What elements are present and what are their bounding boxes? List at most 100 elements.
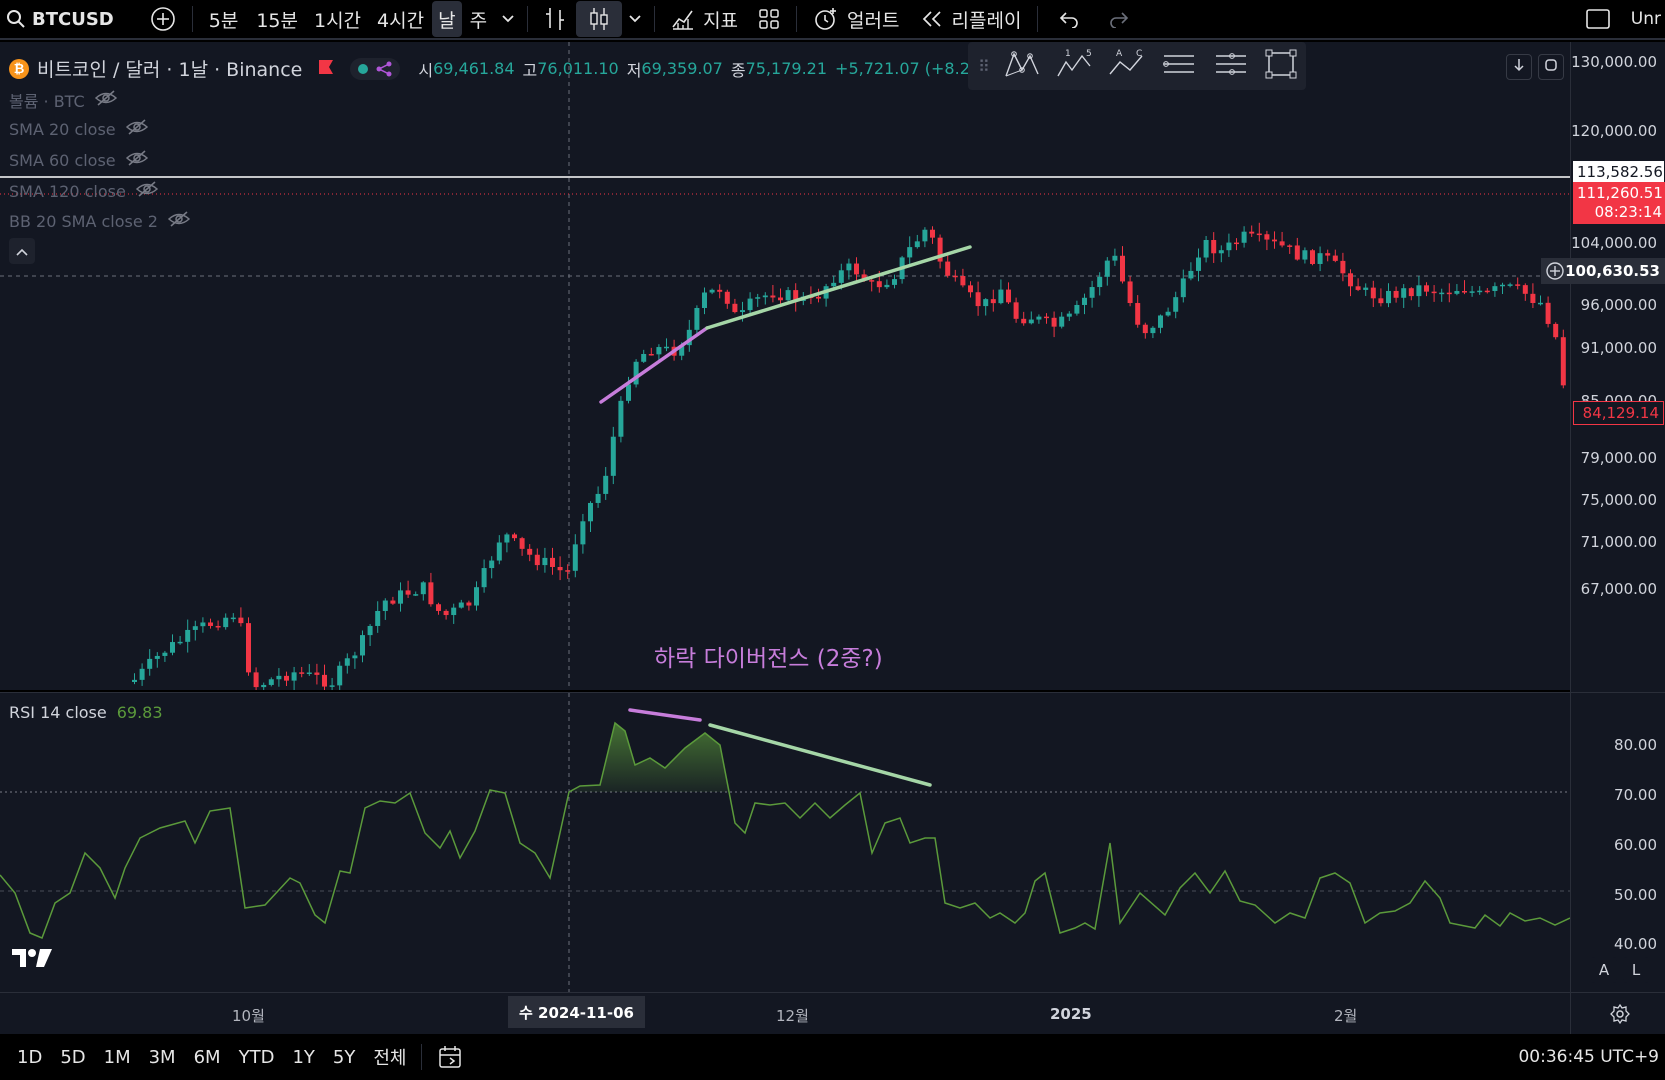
indicator-legend-volume[interactable]: 볼륨 · BTC xyxy=(9,88,117,112)
bar-chart-icon xyxy=(544,6,566,32)
replay-button[interactable]: 리플레이 xyxy=(910,0,1032,39)
bottom-toolbar: 1D 5D 1M 3M 6M YTD 1Y 5Y 전체 00:36:45 UTC… xyxy=(0,1034,1665,1080)
indicator-name: SMA 60 close xyxy=(9,150,116,170)
range-button[interactable]: 3M xyxy=(148,1046,176,1068)
interval-1w[interactable]: 주 xyxy=(462,0,495,39)
settings-gear-icon[interactable] xyxy=(1609,1003,1631,1029)
unnamed-layout-button[interactable]: Unr xyxy=(1621,0,1665,39)
indicator-legend-bb[interactable]: BB 20 SMA close 2 xyxy=(9,210,191,232)
eye-hidden-icon[interactable] xyxy=(94,89,117,111)
indicator-legend-sma20[interactable]: SMA 20 close xyxy=(9,118,148,140)
redo-button[interactable] xyxy=(1094,0,1144,39)
range-button[interactable]: 전체 xyxy=(373,1048,407,1069)
indicators-button[interactable]: 지표 xyxy=(661,0,748,39)
interval-5m[interactable]: 5분 xyxy=(199,0,249,39)
price-range-icon[interactable] xyxy=(1212,48,1250,84)
rectangle-select-icon[interactable] xyxy=(1264,48,1298,84)
close-value: 75,179.21 xyxy=(745,59,828,78)
rsi-axis-label: 80.00 xyxy=(1614,736,1657,754)
range-button[interactable]: 5D xyxy=(60,1046,86,1068)
go-to-date-button[interactable] xyxy=(428,1037,474,1077)
candle-body xyxy=(443,610,449,616)
data-status-pill[interactable] xyxy=(350,57,401,80)
eye-hidden-icon[interactable] xyxy=(125,118,148,140)
toolbar-divider xyxy=(796,6,798,32)
rsi-auto-scale-button[interactable]: A xyxy=(1591,957,1617,983)
indicator-legend-sma120[interactable]: SMA 120 close xyxy=(9,180,158,202)
close-label: 종 xyxy=(730,60,746,80)
range-button[interactable]: 5Y xyxy=(332,1046,356,1068)
range-button[interactable]: 6M xyxy=(193,1046,221,1068)
drag-handle-icon[interactable]: ⠿ xyxy=(978,56,990,76)
candle-body xyxy=(542,557,548,566)
candle-body xyxy=(1028,319,1034,324)
price-axis-label: 130,000.00 xyxy=(1571,53,1657,71)
range-button[interactable]: YTD xyxy=(238,1046,275,1068)
chart-type-dropdown[interactable] xyxy=(622,0,648,39)
chevron-up-icon xyxy=(16,242,28,260)
candle-body xyxy=(990,299,996,304)
candle-style-button[interactable] xyxy=(576,1,623,37)
candle-body xyxy=(284,675,289,681)
candle-body xyxy=(1348,273,1353,287)
time-axis[interactable]: 10월 수 2024-11-06 12월 2025 2월 xyxy=(0,992,1570,1034)
scroll-to-latest-button[interactable] xyxy=(1506,54,1532,80)
bar-style-button[interactable] xyxy=(534,0,576,39)
candle-body xyxy=(709,289,715,293)
indicator-name: 볼륨 · BTC xyxy=(9,92,85,111)
candle-body xyxy=(299,672,305,674)
symbol-search[interactable]: BTCUSD xyxy=(0,0,124,39)
alert-button[interactable]: 얼러트 xyxy=(803,0,909,39)
rsi-chart-canvas[interactable] xyxy=(0,693,1570,992)
indicator-name: SMA 120 close xyxy=(9,181,126,201)
candle-body xyxy=(816,296,821,299)
candle-body xyxy=(1416,285,1422,297)
price-axis-label: 91,000.00 xyxy=(1580,339,1657,357)
fullscreen-button[interactable] xyxy=(1575,0,1621,39)
undo-button[interactable] xyxy=(1044,0,1094,39)
eye-hidden-icon[interactable] xyxy=(167,210,191,232)
candle-body xyxy=(717,289,723,292)
rsi-indicator-pane[interactable]: RSI 14 close 69.83 xyxy=(0,692,1570,992)
price-axis[interactable]: 130,000.00 120,000.00 113,582.56 111,260… xyxy=(1541,42,1665,692)
collapse-legend-button[interactable] xyxy=(9,238,35,264)
indicator-chart-icon xyxy=(671,7,695,31)
candle-body xyxy=(1560,337,1566,386)
add-alert-icon[interactable] xyxy=(1545,261,1565,281)
price-chart-canvas[interactable] xyxy=(0,42,1570,690)
date-range-icon[interactable] xyxy=(1160,48,1198,84)
reset-chart-button[interactable] xyxy=(1538,54,1564,80)
candle-body xyxy=(1051,317,1057,327)
range-button[interactable]: 1Y xyxy=(292,1046,315,1068)
divergence-annotation[interactable]: 하락 다이버전스 (2중?) xyxy=(654,646,883,672)
open-label: 시 xyxy=(418,60,434,80)
range-button[interactable]: 1D xyxy=(17,1046,43,1068)
rsi-log-scale-button[interactable]: L xyxy=(1623,957,1649,983)
price-axis-label: 96,000.00 xyxy=(1580,296,1657,314)
interval-1d[interactable]: 날 xyxy=(432,1,462,37)
range-button[interactable]: 1M xyxy=(103,1046,131,1068)
high-value: 76,011.10 xyxy=(537,59,619,78)
tradingview-logo[interactable] xyxy=(12,947,54,973)
eye-hidden-icon[interactable] xyxy=(135,180,158,202)
rsi-axis[interactable]: 80.00 70.00 60.00 50.00 40.00 A L xyxy=(1570,692,1665,992)
interval-4h[interactable]: 4시간 xyxy=(369,0,432,39)
pattern-xabcd-icon[interactable] xyxy=(1004,48,1042,84)
clock-timezone[interactable]: 00:36:45 UTC+9 xyxy=(1518,1047,1659,1067)
eye-hidden-icon[interactable] xyxy=(125,149,148,171)
time-axis-label: 2월 xyxy=(1334,1007,1358,1025)
indicator-legend-sma60[interactable]: SMA 60 close xyxy=(9,149,148,171)
countdown-price-tag: 111,260.51 08:23:14 xyxy=(1573,182,1665,224)
interval-15m[interactable]: 15분 xyxy=(248,0,306,39)
interval-dropdown[interactable] xyxy=(495,0,521,39)
candle-body xyxy=(1363,287,1369,290)
candle-body xyxy=(778,297,783,301)
compare-symbol-button[interactable] xyxy=(140,0,186,39)
interval-1h[interactable]: 1시간 xyxy=(306,0,369,39)
candle-body xyxy=(694,307,700,330)
layouts-button[interactable] xyxy=(748,0,790,39)
